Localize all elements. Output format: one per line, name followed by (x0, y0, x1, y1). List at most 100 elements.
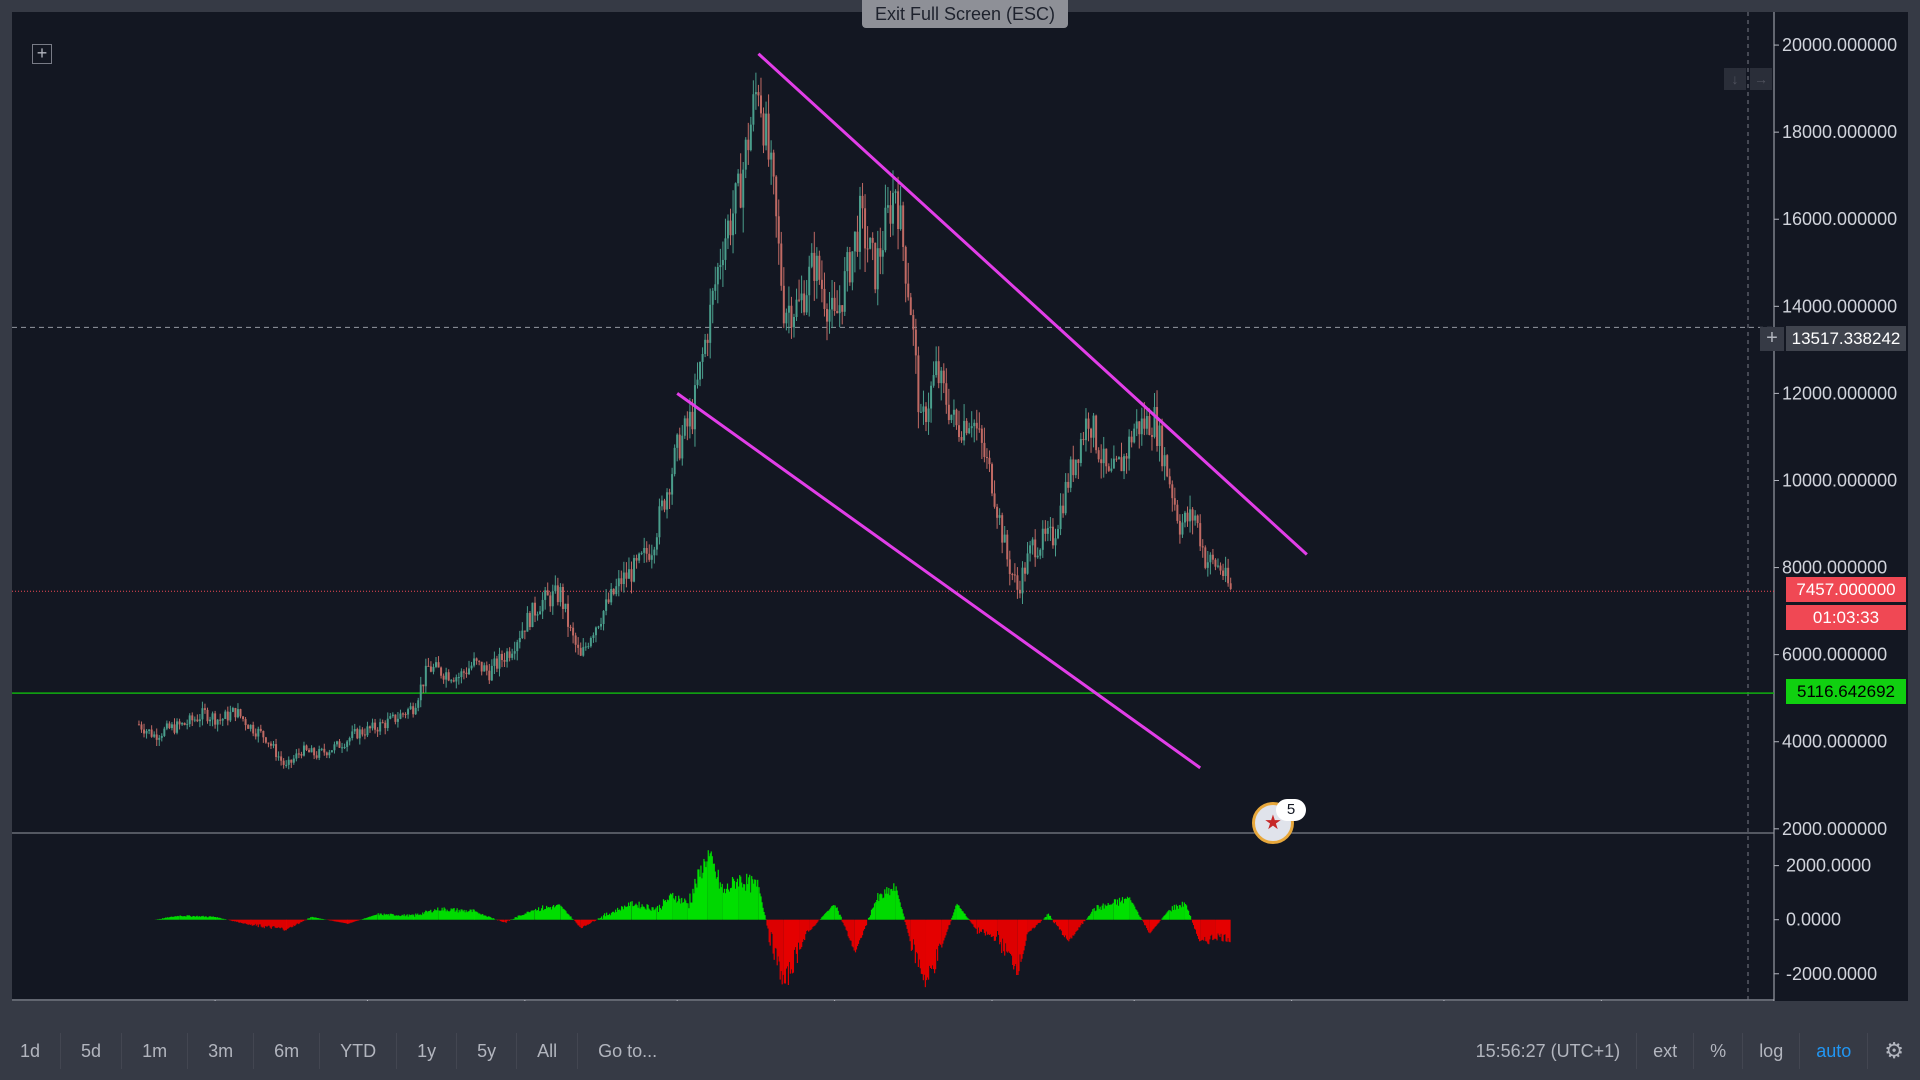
oscillator-bar (234, 919, 236, 922)
range-5d[interactable]: 5d (61, 1033, 123, 1069)
goto-button[interactable]: Go to... (598, 1041, 658, 1061)
candle-body (488, 670, 491, 681)
oscillator-bar (1111, 904, 1113, 920)
add-chart-icon[interactable]: + (32, 44, 52, 64)
candle-body (724, 238, 727, 260)
range-1d[interactable]: 1d (0, 1033, 62, 1069)
oscillator-bar (902, 913, 904, 920)
gear-icon[interactable]: ⚙ (1867, 1033, 1920, 1069)
oscillator-bar (1093, 908, 1095, 920)
oscillator-bar (1097, 905, 1099, 920)
candle-body (721, 259, 724, 266)
candle-body (1211, 554, 1214, 560)
channel-upper-line (757, 52, 1308, 556)
candle-body (673, 447, 676, 475)
oscillator-bar (812, 919, 814, 927)
oscillator-bar (1012, 919, 1014, 966)
oscillator-bar (467, 911, 469, 920)
candle-body (648, 553, 651, 560)
candle-body (732, 213, 735, 236)
chart-panel[interactable]: 20000.000000 18000.000000 16000.000000 1400… (12, 12, 1908, 1001)
oscillator-bar (663, 900, 666, 920)
oscillator-bar (1207, 919, 1209, 944)
oscillator-bar (833, 904, 835, 920)
oscillator-bar (292, 919, 294, 927)
oscillator-bar (1195, 919, 1198, 934)
chart-canvas[interactable]: 20000.000000 18000.000000 16000.000000 1400… (12, 12, 1908, 1001)
candle-body (1069, 459, 1072, 488)
scroll-right-icon[interactable]: → (1750, 68, 1772, 90)
candle-body (991, 464, 994, 494)
oscillator-bar (167, 917, 169, 920)
candle-body (1214, 559, 1217, 567)
oscillator-bar (489, 916, 491, 920)
oscillator-bar (582, 919, 584, 927)
oscillator-bar (753, 883, 755, 920)
candle-body (914, 329, 917, 356)
candle-body (881, 250, 884, 257)
oscillator-bar (645, 909, 647, 920)
oscillator-bar (519, 915, 521, 920)
oscillator-bar (608, 914, 610, 920)
oscillator-bar (1098, 908, 1100, 920)
oscillator-bar (841, 919, 843, 922)
candle-body (633, 558, 636, 582)
ext-toggle[interactable]: ext (1636, 1033, 1693, 1069)
candle-body (937, 361, 940, 384)
oscillator-bar (815, 919, 817, 925)
oscillator-bar (714, 871, 716, 920)
candle-body (1158, 425, 1161, 446)
range-ytd[interactable]: YTD (320, 1033, 398, 1069)
candle-body (584, 646, 587, 648)
range-all[interactable]: All (517, 1033, 579, 1069)
candle-body (886, 205, 889, 208)
oscillator-bar (828, 910, 830, 920)
candle-body (424, 665, 427, 687)
oscillator-bar (535, 908, 537, 920)
candle-body (1041, 528, 1044, 550)
oscillator-bar (1162, 917, 1164, 920)
range-1y[interactable]: 1y (397, 1033, 458, 1069)
oscillator-bar (446, 909, 448, 920)
exit-fullscreen-button[interactable]: Exit Full Screen (ESC) (862, 0, 1068, 28)
candle-body (432, 666, 435, 672)
oscillator-bar (852, 919, 854, 948)
scroll-down-icon[interactable]: ↓ (1724, 68, 1746, 90)
oscillator-bar (1212, 919, 1214, 941)
candle-body (224, 711, 227, 719)
oscillator-bar (252, 919, 254, 926)
oscillator-bar (868, 917, 871, 920)
oscillator-bar (1022, 919, 1024, 955)
range-1m[interactable]: 1m (122, 1033, 189, 1069)
time-display[interactable]: 15:56:27 (UTC+1) (1475, 1041, 1621, 1061)
oscillator-bar (164, 917, 166, 920)
oscillator-bar (203, 917, 205, 920)
oscillator-bar (544, 909, 546, 920)
log-toggle[interactable]: log (1742, 1033, 1799, 1069)
oscillator-bar (912, 919, 914, 940)
percent-toggle[interactable]: % (1693, 1033, 1742, 1069)
oscillator-bar (453, 908, 455, 920)
oscillator-bar (1223, 919, 1225, 935)
oscillator-bar (1066, 919, 1069, 941)
oscillator-bar (1154, 919, 1156, 927)
oscillator-bar (717, 869, 719, 920)
range-6m[interactable]: 6m (254, 1033, 321, 1069)
oscillator-bar (337, 919, 339, 922)
add-alert-icon[interactable]: + (1760, 327, 1784, 351)
oscillator-bar (733, 880, 736, 920)
candle-body (823, 288, 826, 309)
oscillator-bar (524, 913, 526, 920)
candle-body (833, 297, 836, 312)
range-3m[interactable]: 3m (188, 1033, 255, 1069)
candle-body (782, 285, 785, 324)
oscillator-bar (1181, 901, 1183, 920)
auto-toggle[interactable]: auto (1799, 1033, 1867, 1069)
oscillator-bar (290, 919, 292, 927)
candle-body (445, 672, 448, 680)
oscillator-bar (1001, 919, 1003, 953)
oscillator-bar (539, 911, 541, 920)
oscillator-bar (250, 919, 252, 925)
range-5y[interactable]: 5y (457, 1033, 518, 1069)
oscillator-bar (1180, 907, 1182, 920)
